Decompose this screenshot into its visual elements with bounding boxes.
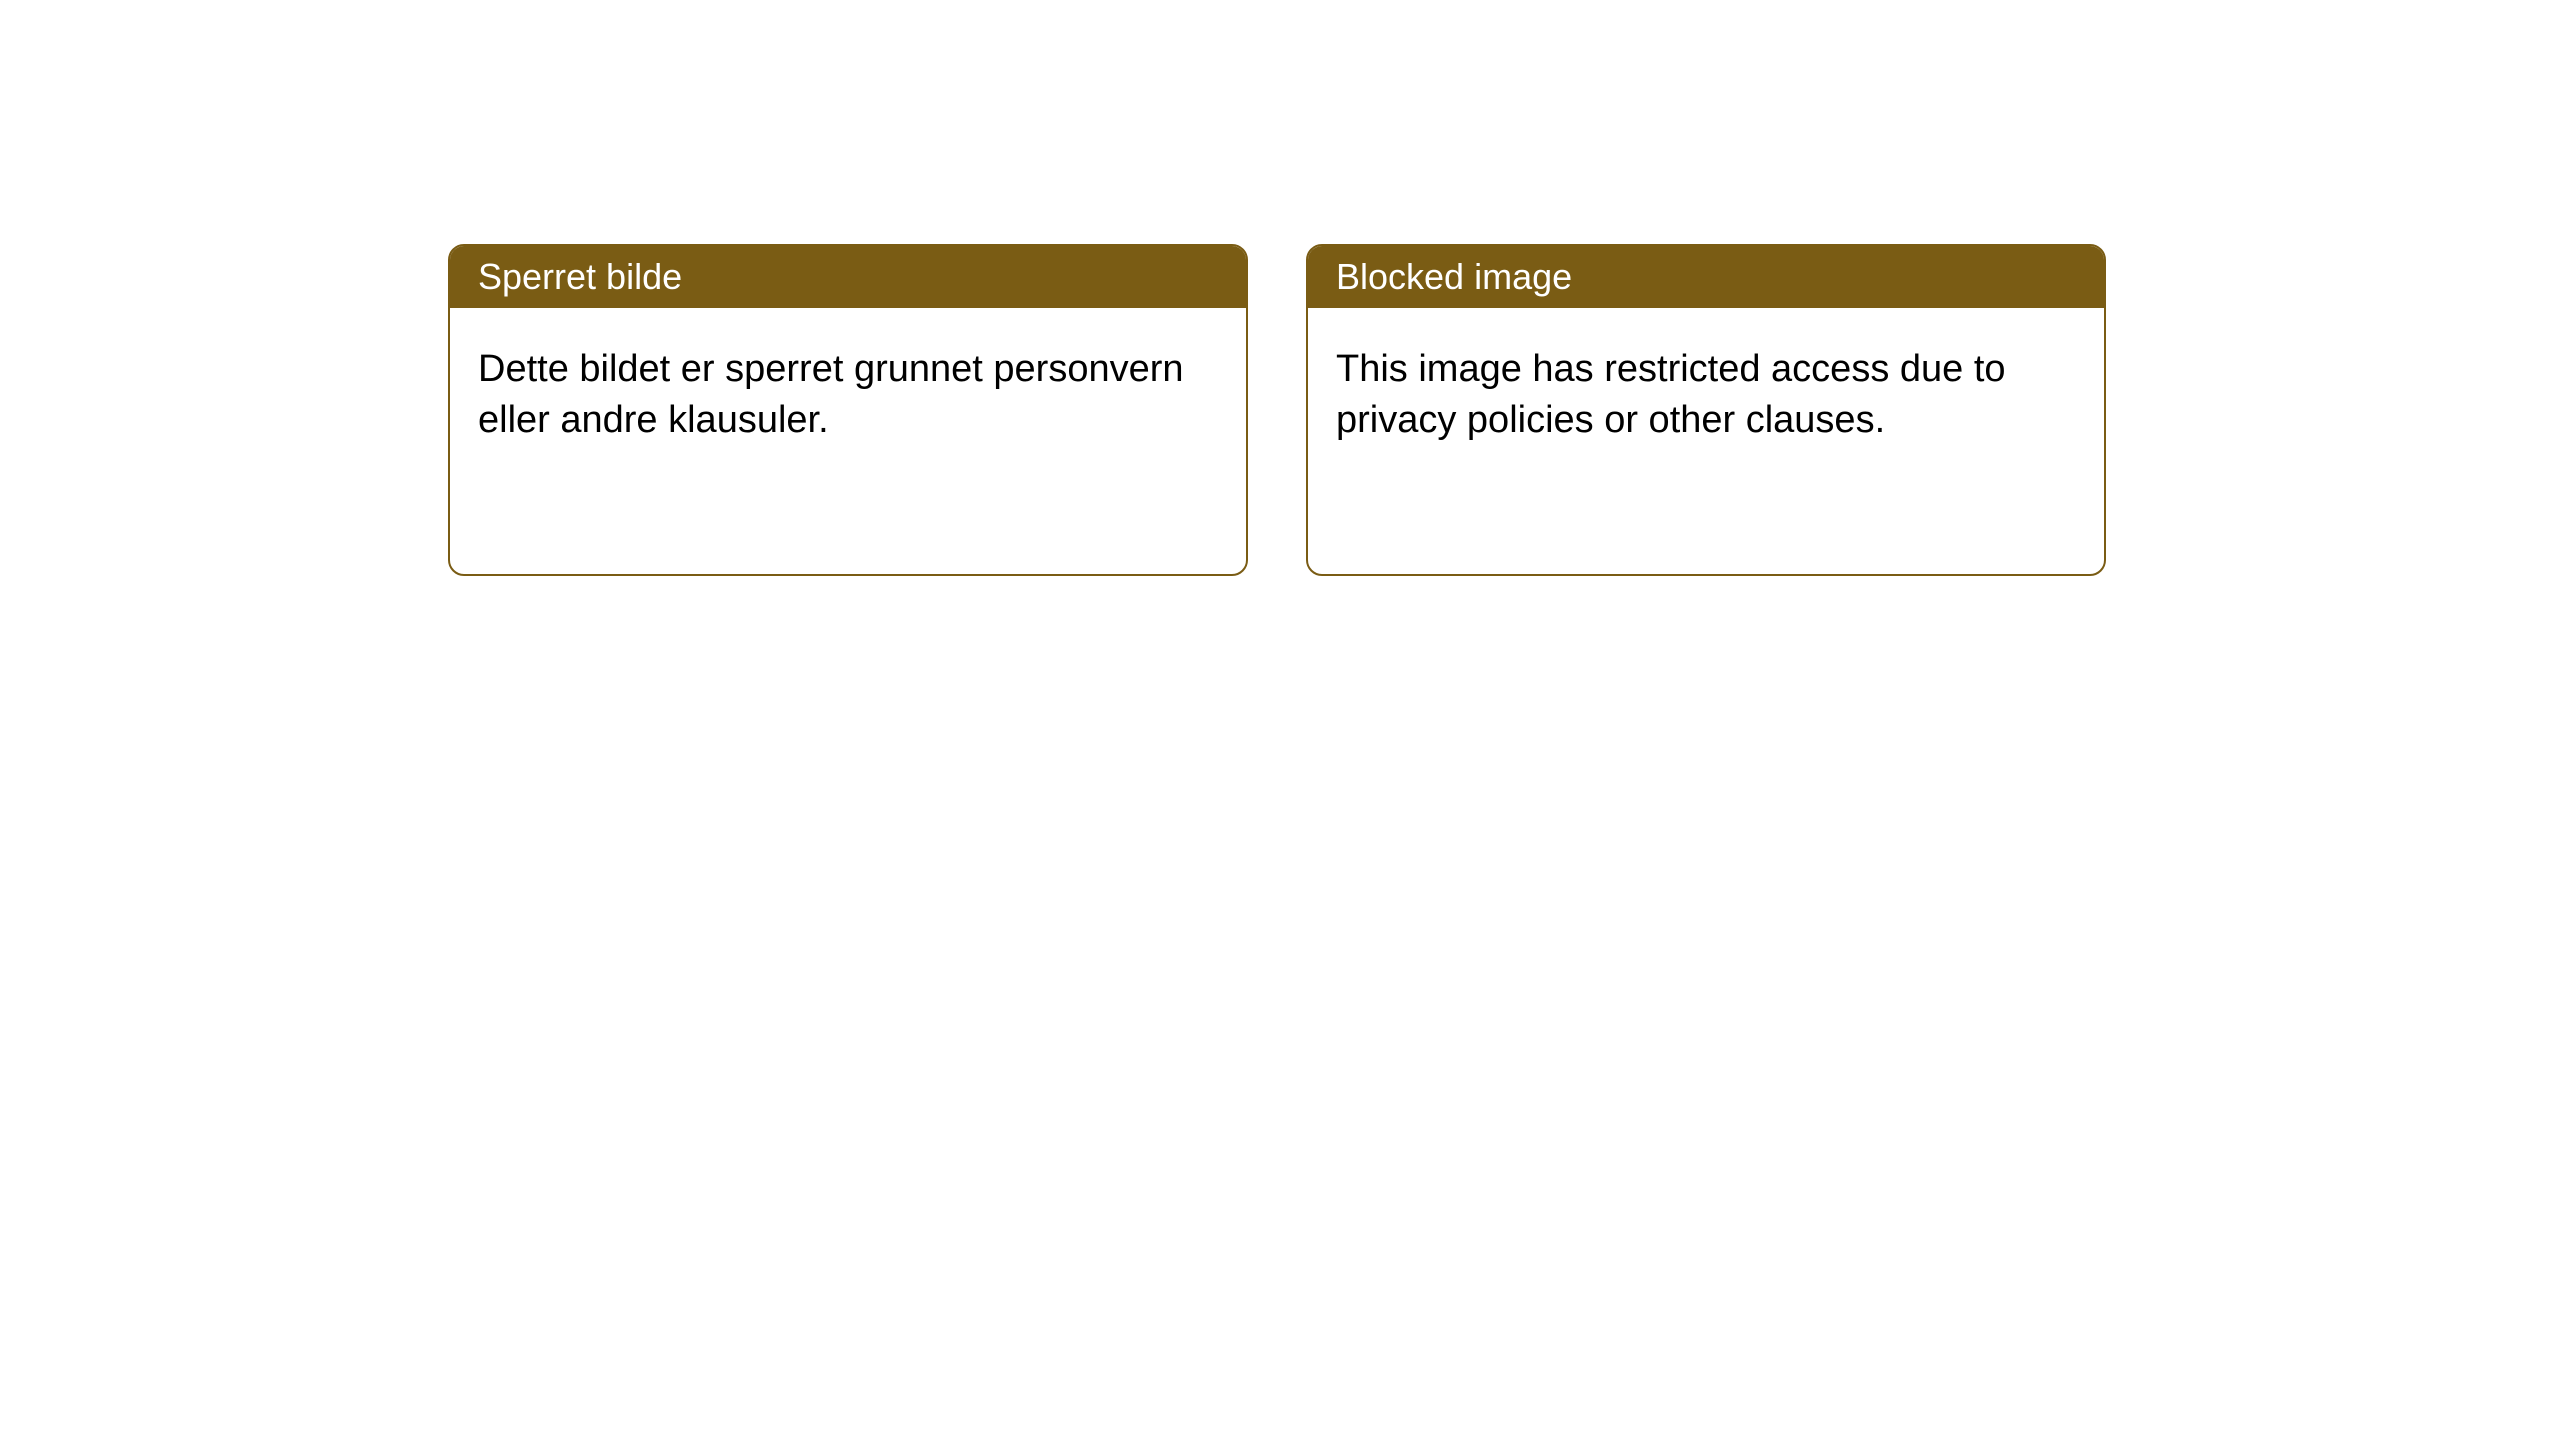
info-card-norwegian: Sperret bilde Dette bildet er sperret gr… [448, 244, 1248, 576]
card-body: This image has restricted access due to … [1308, 308, 2104, 483]
card-header: Sperret bilde [450, 246, 1246, 308]
info-card-english: Blocked image This image has restricted … [1306, 244, 2106, 576]
card-header-text: Sperret bilde [478, 256, 682, 297]
card-header-text: Blocked image [1336, 256, 1572, 297]
cards-container: Sperret bilde Dette bildet er sperret gr… [448, 244, 2106, 576]
card-body-text: This image has restricted access due to … [1336, 348, 2006, 441]
card-header: Blocked image [1308, 246, 2104, 308]
card-body-text: Dette bildet er sperret grunnet personve… [478, 348, 1184, 441]
card-body: Dette bildet er sperret grunnet personve… [450, 308, 1246, 483]
